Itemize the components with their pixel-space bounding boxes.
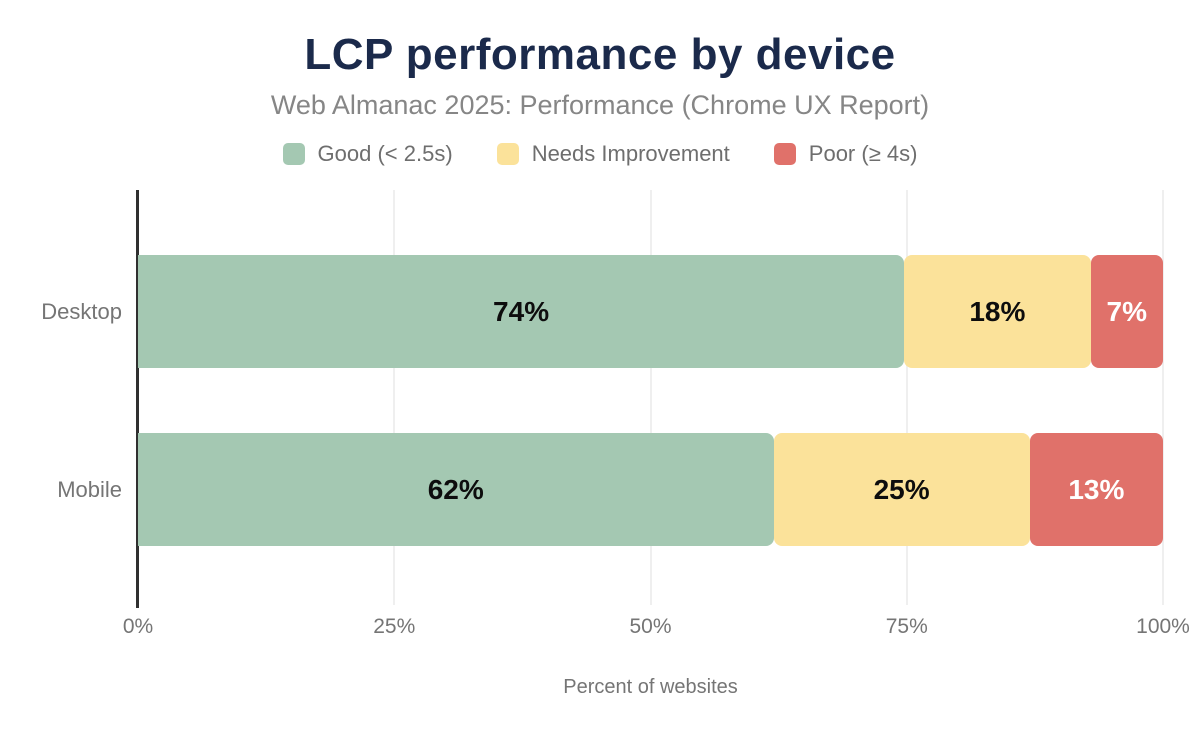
bar-segment-desktop-2[interactable]: 7%: [1090, 255, 1163, 368]
bar-value-label: 25%: [873, 473, 930, 505]
chart-title: LCP performance by device: [304, 30, 896, 79]
x-axis-title: Percent of websites: [563, 676, 738, 698]
legend-item-1[interactable]: Needs Improvement: [496, 141, 730, 167]
bar-segment-mobile-0[interactable]: 62%: [138, 433, 774, 546]
legend-label: Good (< 2.5s): [317, 141, 453, 166]
x-axis-tick-1: 25%: [373, 615, 416, 638]
legend-item-0[interactable]: Good (< 2.5s): [282, 141, 453, 167]
gridline-100: [1162, 190, 1164, 605]
bar-segment-desktop-0[interactable]: 74%: [138, 255, 905, 368]
plot-area: 74% 18% 7% 62% 25% 13%: [136, 190, 1164, 608]
legend-swatch-icon: [282, 143, 305, 165]
bar-row-mobile: 62% 25% 13%: [138, 433, 1163, 546]
legend-label: Poor (≥ 4s): [808, 141, 918, 166]
x-axis-tick-2: 50%: [629, 615, 672, 638]
bar-value-label: 62%: [427, 473, 484, 505]
gridline-25: [393, 190, 396, 605]
bar-segment-mobile-2[interactable]: 13%: [1029, 433, 1163, 546]
legend-swatch-icon: [773, 143, 796, 165]
y-axis-label-mobile: Mobile: [57, 476, 122, 502]
y-axis-line: [136, 190, 139, 608]
gridline-75: [905, 190, 908, 605]
legend-label: Needs Improvement: [531, 141, 730, 166]
x-axis-tick-0: 0%: [122, 615, 154, 638]
bar-segment-desktop-1[interactable]: 18%: [904, 255, 1091, 368]
bar-value-label: 18%: [969, 295, 1026, 327]
x-axis-tick-4: 100%: [1136, 615, 1190, 638]
y-axis-label-desktop: Desktop: [41, 298, 122, 324]
bar-segment-mobile-1[interactable]: 25%: [773, 433, 1030, 546]
legend: Good (< 2.5s) Needs Improvement Poor (≥ 4s…: [0, 141, 1200, 167]
bar-value-label: 74%: [493, 295, 550, 327]
chart-subtitle: Web Almanac 2025: Performance (Chrome UX…: [270, 90, 930, 120]
legend-swatch-icon: [496, 143, 519, 165]
bar-value-label: 13%: [1068, 473, 1125, 505]
gridline-50: [649, 190, 652, 605]
legend-item-2[interactable]: Poor (≥ 4s): [773, 141, 918, 167]
bar-row-desktop: 74% 18% 7%: [138, 255, 1163, 368]
x-axis-tick-3: 75%: [885, 615, 928, 638]
bar-value-label: 7%: [1106, 295, 1147, 327]
